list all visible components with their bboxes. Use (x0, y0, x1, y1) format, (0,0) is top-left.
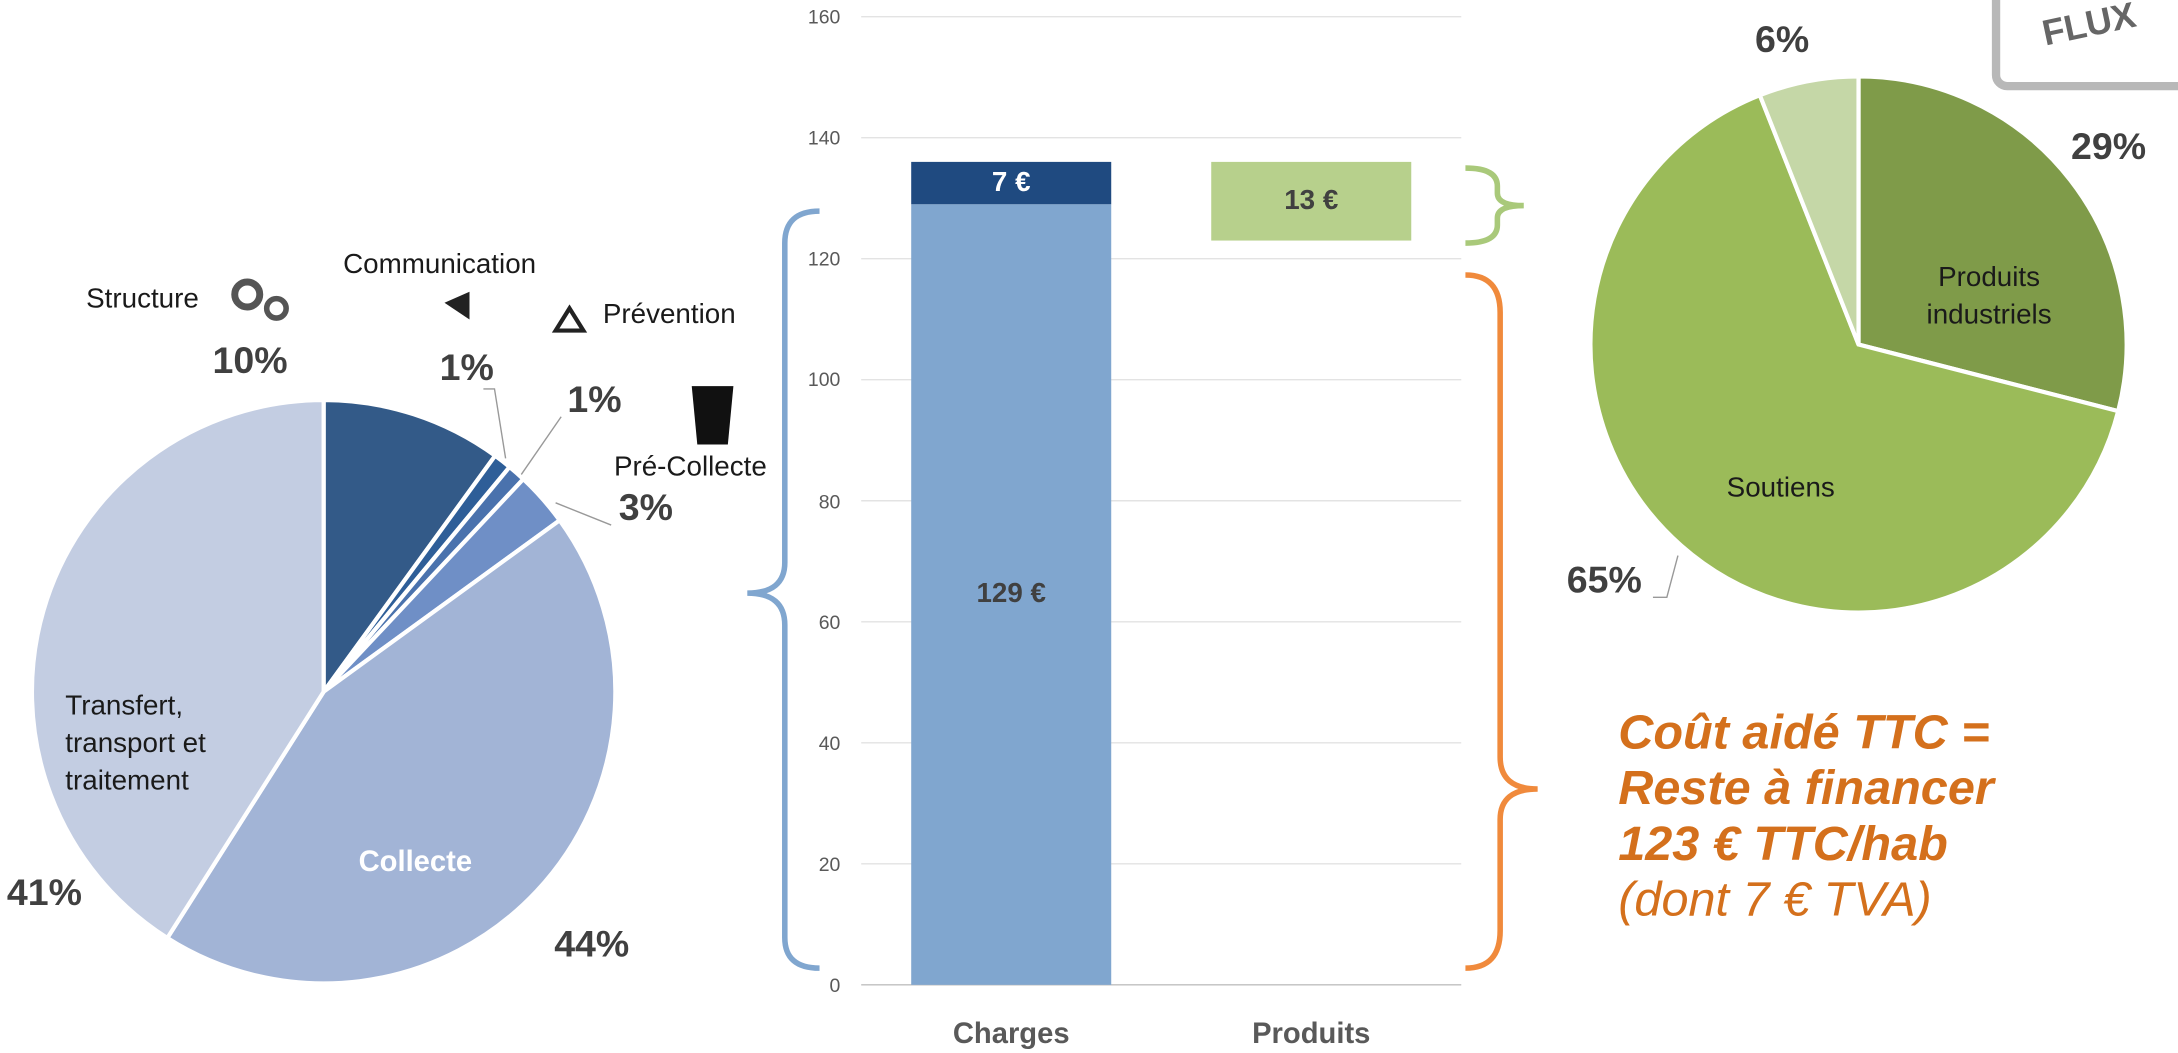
percent-label: 1% (567, 378, 622, 421)
icon (263, 295, 289, 321)
brace (1465, 165, 1524, 246)
annotation: Coût aidé TTC = (1618, 705, 1990, 760)
slice-label: Pré-Collecte (613, 452, 767, 483)
logo-text: FLUX (2038, 0, 2140, 54)
pie-slice (29, 397, 326, 941)
percent-label: 10% (212, 339, 288, 382)
x-tick-label: Charges (952, 1018, 1070, 1051)
value-label: 13 € (1284, 185, 1339, 216)
leader-line (1652, 555, 1679, 598)
percent-label: 41% (6, 871, 82, 914)
icon (231, 278, 264, 311)
y-tick-label: 20 (818, 852, 841, 875)
y-tick-label: 100 (807, 368, 841, 391)
slice-label: Communication (343, 249, 537, 280)
percent-label: 44% (554, 923, 630, 965)
y-tick-label: 120 (807, 247, 841, 270)
percent-label: 3% (618, 486, 674, 529)
pie-slice (1588, 92, 2121, 615)
pie-slice (1757, 74, 1861, 346)
icon (444, 291, 470, 320)
icon (691, 386, 734, 445)
y-tick-label: 40 (818, 731, 841, 754)
leader-line (483, 388, 507, 459)
bar (911, 161, 1112, 205)
annotation: Reste à financer (1618, 761, 1994, 816)
leader-line (520, 416, 562, 476)
y-tick-label: 140 (807, 126, 841, 149)
brace (1465, 272, 1538, 971)
y-tick-label: 60 (818, 610, 841, 633)
leader-line (555, 502, 612, 526)
pie-slice (321, 397, 499, 699)
icon (551, 304, 588, 333)
bar (911, 204, 1112, 985)
slice-label: Soutiens (1726, 472, 1835, 504)
brace (747, 208, 820, 971)
slice-label: Transfert, transport et traitement (65, 691, 206, 797)
percent-label: 29% (2071, 125, 2147, 168)
y-tick-label: 160 (807, 5, 841, 28)
bar (1211, 161, 1412, 241)
slice-label: Collecte (358, 845, 473, 878)
percent-label: 6% (1755, 18, 1810, 61)
percent-label: 65% (1566, 559, 1642, 601)
annotation: (dont 7 € TVA) (1618, 872, 1932, 927)
slice-label: Structure (86, 284, 199, 315)
slice-label: Produits industriels (1926, 262, 2052, 331)
pie-slice (1856, 74, 2129, 414)
y-tick-label: 0 (829, 973, 841, 996)
y-tick-label: 80 (818, 489, 841, 512)
percent-label: 1% (439, 346, 494, 389)
annotation: 123 € TTC/hab (1618, 816, 1948, 871)
logo-frame (1991, 0, 2178, 91)
slice-label: Prévention (602, 299, 736, 330)
x-tick-label: Produits (1252, 1018, 1371, 1051)
value-label: 129 € (976, 578, 1046, 610)
value-label: 7 € (991, 167, 1031, 198)
pie-slice (164, 517, 618, 986)
